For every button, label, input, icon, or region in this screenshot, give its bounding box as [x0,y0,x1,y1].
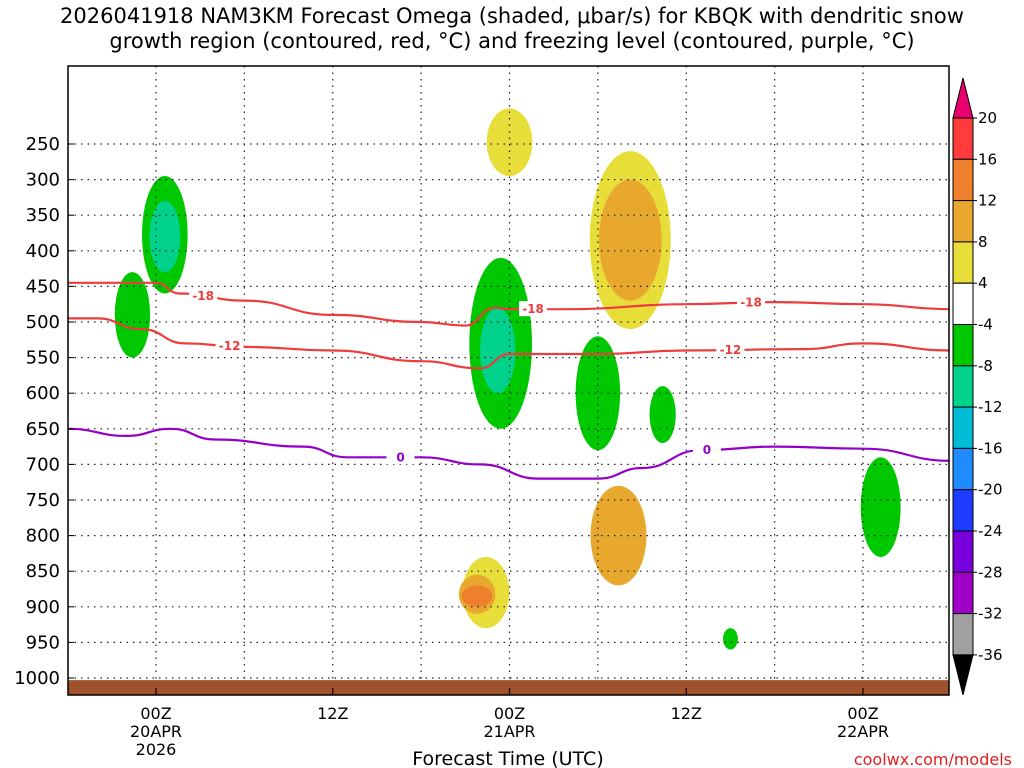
y-tick-label: 500 [26,312,60,333]
colorbar-swatch [952,158,974,202]
contour-label: -12 [720,343,742,357]
colorbar-tick-label: -8 [978,357,993,375]
x-tick-label: 21APR [483,722,535,741]
contour-label-bg [737,294,766,310]
colorbar-swatch [952,241,974,284]
colorbar-swatch [952,406,974,449]
y-tick-label: 400 [26,241,60,262]
y-tick-label: 350 [26,205,60,226]
colorbar-swatch [952,489,974,532]
contour-layer: -18 -18 -18 -12 -12 0 0 [68,281,949,480]
x-tick-label: 00Z [847,704,878,723]
omega-region-14 [723,628,738,650]
contour-label-bg [189,288,218,304]
colorbar-swatch [952,324,974,367]
y-axis: 250 300 350 400 450 500 550 600 650 700 750 800 850 9… [14,134,74,689]
contour-label: -18 [522,302,544,316]
omega-region-8 [575,336,621,451]
colorbar-swatch [952,447,974,491]
colorbar-tick-label: -20 [978,481,1003,499]
colorbar-tick-label: 16 [978,150,997,168]
colorbar-swatch [952,282,974,326]
colorbar-top-triangle [952,77,974,119]
y-tick-label: 750 [26,490,60,511]
colorbar-tick-label: -4 [978,316,993,334]
y-tick-label: 250 [26,134,60,155]
gridlines [68,66,949,695]
contour-line-1 [68,317,949,370]
colorbar: 20 16 12 8 4 -4 -8 -12 -16 -20 -24 -28 -32 -36 [952,77,1003,696]
x-tick-label: 12Z [317,704,348,723]
colorbar-tick-label: -12 [978,398,1003,416]
x-tick-label: 12Z [671,704,702,723]
y-tick-label: 1000 [14,668,60,689]
x-tick-label: 20APR [130,722,182,741]
contour-label: 0 [703,443,711,457]
colorbar-swatch [952,200,974,243]
contour-label: -12 [219,339,241,353]
contour-label: -18 [740,296,762,310]
contour-label-bg [692,441,721,457]
watermark: coolwx.com/models [854,750,1012,768]
colorbar-tick-label: 4 [978,274,988,292]
omega-region-13 [590,485,647,586]
y-tick-label: 700 [26,454,60,475]
contour-label: 0 [396,450,404,464]
x-axis-label: Forecast Time (UTC) [412,748,603,768]
plot-frame [67,65,950,696]
contour-label-bg [386,449,415,465]
omega-region-3 [486,108,533,177]
colorbar-tick-label: -36 [978,646,1003,664]
omega-shading-layer [114,108,901,650]
colorbar-tick-label: -32 [978,605,1003,623]
x-tick-label: 2026 [136,740,177,759]
contour-label-bg [215,338,244,354]
colorbar-tick-label: -28 [978,563,1003,581]
omega-region-5 [480,307,516,394]
colorbar-swatch [952,530,974,573]
colorbar-swatch [952,117,974,160]
colorbar-swatch [952,571,974,615]
x-tick-label: 22APR [837,722,889,741]
chart-title: 2026041918 NAM3KM Forecast Omega (shaded… [0,4,1024,54]
y-tick-label: 950 [26,632,60,653]
chart-title-line1: 2026041918 NAM3KM Forecast Omega (shaded… [60,4,964,28]
colorbar-tick-label: -16 [978,439,1003,457]
colorbar-tick-label: 20 [978,109,997,127]
colorbar-bottom-triangle [952,654,974,696]
y-tick-label: 600 [26,383,60,404]
x-tick-label: 00Z [140,704,171,723]
y-tick-label: 300 [26,170,60,191]
omega-region-15 [860,457,901,557]
y-tick-label: 850 [26,561,60,582]
omega-region-9 [649,386,676,444]
omega-region-2 [114,272,151,358]
contour-label: -18 [192,289,214,303]
colorbar-tick-label: 12 [978,192,997,210]
terrain-strip [68,680,949,695]
colorbar-tick-label: 8 [978,233,988,251]
omega-region-7 [598,179,662,301]
y-tick-label: 900 [26,597,60,618]
omega-region-12 [461,585,493,607]
colorbar-tick-label: -24 [978,522,1003,540]
y-tick-label: 450 [26,276,60,297]
y-tick-label: 800 [26,526,60,547]
y-tick-label: 550 [26,348,60,369]
colorbar-swatch [952,613,974,656]
terrain-layer [68,680,949,695]
colorbar-swatch [952,365,974,408]
contour-label-bg [716,341,745,357]
chart-title-line2: growth region (contoured, red, °C) and f… [109,29,915,53]
contour-line-2 [68,427,949,480]
y-tick-label: 650 [26,419,60,440]
x-tick-label: 00Z [494,704,525,723]
omega-region-1 [149,200,181,273]
contour-label-bg [519,301,548,317]
